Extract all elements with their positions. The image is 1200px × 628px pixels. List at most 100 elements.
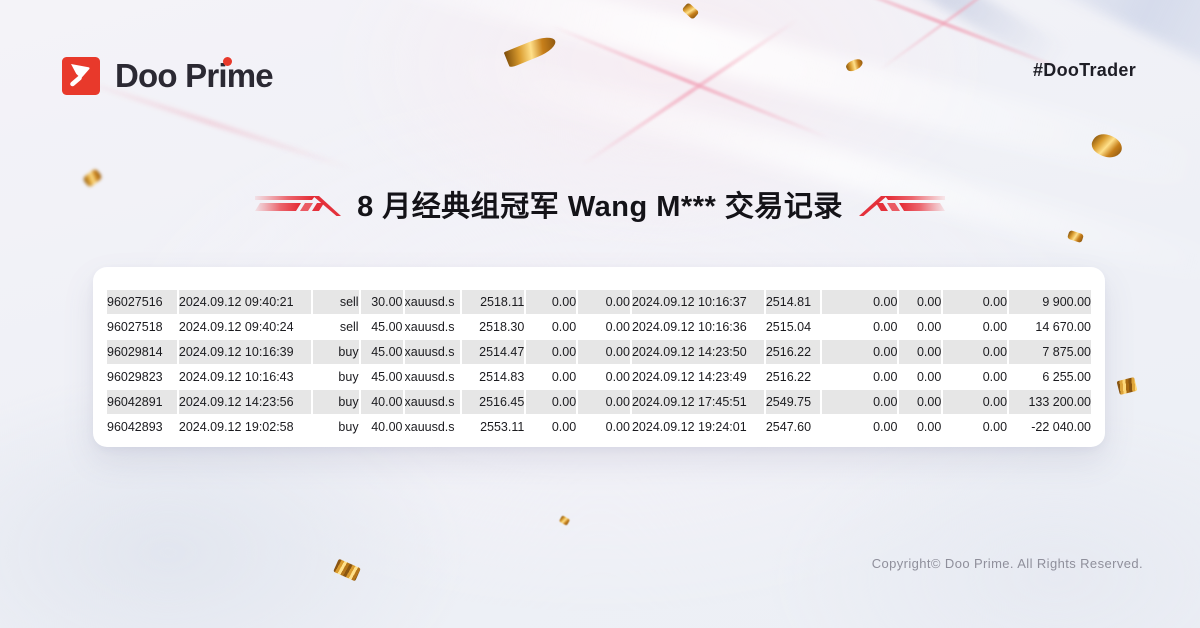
brand-i-dot xyxy=(223,57,232,66)
background-beam xyxy=(439,44,1200,290)
hashtag-label: #DooTrader xyxy=(1032,60,1136,80)
table-cell: 0.00 xyxy=(578,415,630,439)
background-line xyxy=(581,17,799,167)
table-cell: 14 670.00 xyxy=(1009,315,1091,339)
table-cell: 0.00 xyxy=(943,315,1008,339)
table-cell: 0.00 xyxy=(899,290,942,314)
table-cell: 0.00 xyxy=(578,315,630,339)
table-row: 96027518 2024.09.12 09:40:24 sell 45.00 xauu… xyxy=(107,315,1091,339)
background-line xyxy=(550,23,830,141)
table-cell: 0.00 xyxy=(943,365,1008,389)
table-cell: 45.00 xyxy=(360,315,403,339)
background-line xyxy=(878,0,1042,72)
table-cell: 2514.83 xyxy=(462,365,525,389)
table-cell: 0.00 xyxy=(526,365,577,389)
table-cell: buy xyxy=(312,415,359,439)
table-cell: 0.00 xyxy=(821,415,898,439)
confetti-ribbon-icon xyxy=(844,56,865,74)
table-cell: xauusd.s xyxy=(404,415,461,439)
table-cell: 40.00 xyxy=(360,390,403,414)
table-cell: 96029823 xyxy=(107,365,177,389)
table-cell: 2024.09.12 14:23:56 xyxy=(178,390,311,414)
table-cell: 2024.09.12 17:45:51 xyxy=(631,390,764,414)
table-cell: 2024.09.12 19:24:01 xyxy=(631,415,764,439)
table-cell: 9 900.00 xyxy=(1009,290,1091,314)
table-cell: 2024.09.12 09:40:21 xyxy=(178,290,311,314)
table-cell: 0.00 xyxy=(943,340,1008,364)
confetti-ribbon-icon xyxy=(681,2,700,20)
trade-table: 96027516 2024.09.12 09:40:21 sell 30.00 xauu… xyxy=(105,289,1093,440)
speed-lines-icon xyxy=(255,196,342,216)
table-cell: 0.00 xyxy=(821,340,898,364)
table-cell: 0.00 xyxy=(578,290,630,314)
table-cell: 0.00 xyxy=(526,390,577,414)
table-cell: 0.00 xyxy=(526,415,577,439)
table-cell: 0.00 xyxy=(526,315,577,339)
table-cell: 0.00 xyxy=(943,415,1008,439)
confetti-ribbon-icon xyxy=(558,515,571,526)
table-row: 96029823 2024.09.12 10:16:43 buy 45.00 xauus… xyxy=(107,365,1091,389)
table-cell: sell xyxy=(312,315,359,339)
table-cell: xauusd.s xyxy=(404,290,461,314)
table-cell: 0.00 xyxy=(821,290,898,314)
doo-prime-logo-icon xyxy=(62,57,100,95)
table-cell: 0.00 xyxy=(578,365,630,389)
table-cell: 45.00 xyxy=(360,340,403,364)
table-cell: 0.00 xyxy=(899,340,942,364)
page-title: 8 月经典组冠军 Wang M*** 交易记录 xyxy=(357,191,843,223)
table-cell: 96027516 xyxy=(107,290,177,314)
table-cell: 0.00 xyxy=(943,290,1008,314)
table-cell: 45.00 xyxy=(360,365,403,389)
table-cell: 2547.60 xyxy=(765,415,820,439)
table-cell: 133 200.00 xyxy=(1009,390,1091,414)
confetti-ribbon-icon xyxy=(333,558,361,582)
table-cell: 2516.45 xyxy=(462,390,525,414)
trade-table-wrap: 96027516 2024.09.12 09:40:21 sell 30.00 xauu… xyxy=(93,267,1105,440)
table-row: 96029814 2024.09.12 10:16:39 buy 45.00 xauus… xyxy=(107,340,1091,364)
table-cell: 0.00 xyxy=(578,340,630,364)
confetti-ribbon-icon xyxy=(1088,129,1126,163)
table-cell: 2024.09.12 10:16:37 xyxy=(631,290,764,314)
title-row: 8 月经典组冠军 Wang M*** 交易记录 xyxy=(0,183,1200,225)
table-cell: 0.00 xyxy=(821,365,898,389)
doo-prime-logo: Doo Prime xyxy=(62,57,274,95)
table-cell: 0.00 xyxy=(821,390,898,414)
table-cell: 96042891 xyxy=(107,390,177,414)
table-cell: 96042893 xyxy=(107,415,177,439)
table-cell: 0.00 xyxy=(526,290,577,314)
table-cell: 2553.11 xyxy=(462,415,525,439)
table-cell: 0.00 xyxy=(578,390,630,414)
table-cell: 2024.09.12 10:16:39 xyxy=(178,340,311,364)
trade-record-card: 96027516 2024.09.12 09:40:21 sell 30.00 xauu… xyxy=(93,267,1105,447)
table-cell: 7 875.00 xyxy=(1009,340,1091,364)
table-cell: xauusd.s xyxy=(404,340,461,364)
table-cell: 96029814 xyxy=(107,340,177,364)
table-cell: 0.00 xyxy=(943,390,1008,414)
confetti-ribbon-icon xyxy=(1066,229,1085,244)
table-cell: 0.00 xyxy=(526,340,577,364)
table-cell: 2516.22 xyxy=(765,340,820,364)
table-cell: buy xyxy=(312,340,359,364)
table-cell: 2024.09.12 14:23:50 xyxy=(631,340,764,364)
confetti-ribbon-icon xyxy=(503,32,559,69)
table-row: 96027516 2024.09.12 09:40:21 sell 30.00 xauu… xyxy=(107,290,1091,314)
table-cell: buy xyxy=(312,365,359,389)
table-cell: 96027518 xyxy=(107,315,177,339)
trade-table-body: 96027516 2024.09.12 09:40:21 sell 30.00 xauu… xyxy=(107,290,1091,439)
table-cell: 2549.75 xyxy=(765,390,820,414)
table-cell: 2515.04 xyxy=(765,315,820,339)
table-cell: xauusd.s xyxy=(404,315,461,339)
speed-lines-icon xyxy=(858,196,945,216)
table-cell: 2514.47 xyxy=(462,340,525,364)
table-cell: xauusd.s xyxy=(404,365,461,389)
table-cell: 0.00 xyxy=(899,390,942,414)
confetti-ribbon-icon xyxy=(1116,377,1138,395)
table-cell: 0.00 xyxy=(821,315,898,339)
table-cell: 0.00 xyxy=(899,415,942,439)
table-cell: 30.00 xyxy=(360,290,403,314)
table-row: 96042891 2024.09.12 14:23:56 buy 40.00 xauus… xyxy=(107,390,1091,414)
table-cell: 6 255.00 xyxy=(1009,365,1091,389)
table-cell: 2518.11 xyxy=(462,290,525,314)
table-cell: 2024.09.12 10:16:43 xyxy=(178,365,311,389)
table-cell: 2024.09.12 14:23:49 xyxy=(631,365,764,389)
